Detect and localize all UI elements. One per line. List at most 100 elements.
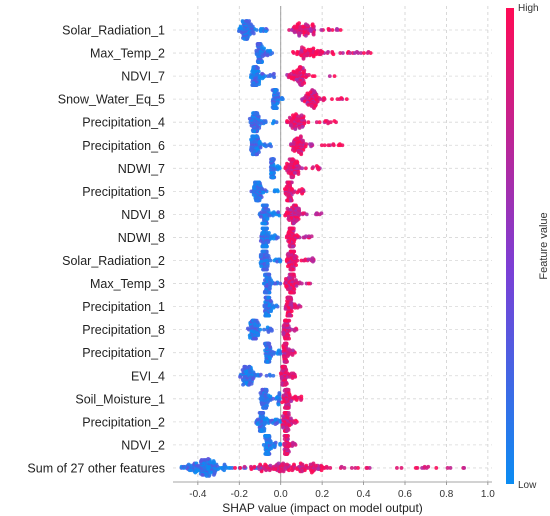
shap-point-0-75 (247, 32, 252, 37)
shap-point-14-137 (290, 353, 295, 357)
shap-point-0-156 (304, 33, 308, 38)
shap-point-15-113 (278, 371, 283, 376)
feature-label-18: NDVI_2 (121, 438, 165, 452)
feature-label-5: Precipitation_6 (82, 139, 165, 153)
shap-point-18-89 (264, 434, 269, 438)
shap-point-5-46 (269, 144, 273, 149)
shap-point-17-167 (293, 421, 298, 425)
shap-point-5-129 (289, 142, 293, 147)
shap-point-11-161 (299, 281, 304, 286)
plot-area: Solar_Radiation_1 Max_Temp_2 NDVI_7 Snow_Wa… (27, 6, 495, 515)
shap-point-13-89 (251, 336, 256, 341)
shap-point-16-140 (294, 398, 299, 402)
shap-point-10-169 (288, 267, 293, 272)
shap-point-10-161 (301, 258, 306, 263)
shap-point-17-83 (255, 422, 260, 427)
shap-point-0-155 (292, 30, 297, 35)
shap-point-4-167 (299, 113, 304, 118)
shap-point-8-145 (314, 211, 319, 216)
shap-point-16-129 (281, 393, 286, 398)
shap-point-19-295 (249, 467, 254, 471)
shap-point-1-78 (262, 46, 266, 51)
shap-point-1-157 (300, 45, 304, 50)
shap-point-16-137 (299, 398, 303, 402)
feature-label-13: Precipitation_8 (82, 323, 165, 337)
shap-point-9-82 (267, 230, 271, 235)
shap-point-0-139 (330, 28, 335, 32)
shap-point-18-162 (290, 440, 295, 445)
shap-point-10-54 (275, 259, 280, 264)
shap-point-12-85 (262, 303, 267, 308)
shap-point-4-168 (332, 119, 337, 123)
shap-point-5-83 (251, 152, 255, 157)
shap-point-8-168 (295, 218, 300, 223)
shap-point-5-157 (303, 144, 308, 149)
colorbar-title: Feature value (538, 212, 550, 279)
shap-point-1-131 (340, 51, 345, 55)
shap-point-10-80 (259, 264, 264, 269)
shap-point-5-163 (295, 136, 300, 141)
shap-point-17-78 (273, 417, 278, 422)
shap-point-5-167 (319, 143, 324, 148)
shap-point-7-87 (255, 198, 260, 203)
shap-point-8-158 (297, 206, 301, 211)
shap-point-19-307 (285, 462, 289, 467)
shap-point-6-168 (283, 165, 288, 170)
shap-point-1-167 (318, 48, 323, 53)
shap-point-7-89 (253, 180, 257, 185)
shap-point-7-36 (261, 190, 266, 195)
shap-point-19-260 (324, 464, 329, 469)
shap-point-13-169 (283, 336, 288, 341)
shap-point-5-82 (250, 134, 255, 139)
x-tick-label-1: -0.2 (231, 489, 249, 500)
feature-label-0: Solar_Radiation_1 (62, 24, 165, 38)
shap-point-18-50 (261, 443, 266, 447)
shap-point-4-61 (259, 121, 264, 126)
shap-point-19-275 (399, 466, 404, 470)
shap-point-19-288 (445, 466, 450, 470)
feature-label-15: EVI_4 (131, 369, 165, 383)
shap-point-19-144 (222, 468, 227, 473)
shap-point-15-148 (279, 376, 284, 380)
shap-point-6-89 (271, 175, 276, 180)
shap-point-15-85 (249, 381, 254, 386)
shap-point-0-168 (292, 24, 297, 29)
shap-point-13-134 (287, 328, 292, 333)
shap-point-15-83 (247, 364, 252, 369)
shap-point-17-64 (255, 417, 260, 422)
shap-point-11-80 (267, 275, 272, 280)
shap-point-19-134 (216, 467, 220, 471)
shap-point-16-84 (268, 394, 273, 399)
shap-point-18-140 (290, 444, 295, 448)
shap-point-13-67 (262, 327, 266, 332)
shap-point-19-157 (183, 464, 188, 469)
shap-point-1-89 (257, 42, 261, 46)
shap-point-19-159 (206, 457, 211, 461)
shap-point-17-165 (281, 425, 285, 430)
shap-point-2-72 (260, 76, 265, 81)
feature-label-16: Soil_Moisture_1 (75, 392, 165, 406)
shap-point-2-36 (268, 73, 273, 77)
shap-point-9-84 (271, 236, 276, 241)
feature-label-6: NDWI_7 (118, 162, 165, 176)
shap-point-9-162 (292, 237, 297, 242)
shap-point-6-133 (300, 166, 305, 171)
shap-point-7-151 (284, 184, 289, 189)
shap-point-5-61 (262, 143, 266, 148)
shap-point-0-80 (239, 30, 244, 35)
shap-point-19-306 (308, 462, 313, 467)
shap-point-5-165 (290, 147, 295, 152)
shap-point-0-169 (338, 28, 343, 32)
shap-point-15-86 (267, 372, 272, 377)
shap-point-0-73 (240, 19, 245, 23)
shap-point-19-286 (426, 464, 431, 469)
shap-point-1-25 (254, 52, 259, 57)
shap-point-0-151 (298, 24, 302, 29)
shap-point-4-164 (297, 126, 302, 130)
feature-label-4: Precipitation_4 (82, 116, 165, 130)
shap-point-7-77 (252, 184, 256, 189)
shap-point-11-148 (294, 283, 299, 288)
shap-point-18-88 (267, 438, 272, 443)
shap-point-9-153 (287, 240, 292, 244)
shap-point-3-87 (272, 106, 276, 111)
